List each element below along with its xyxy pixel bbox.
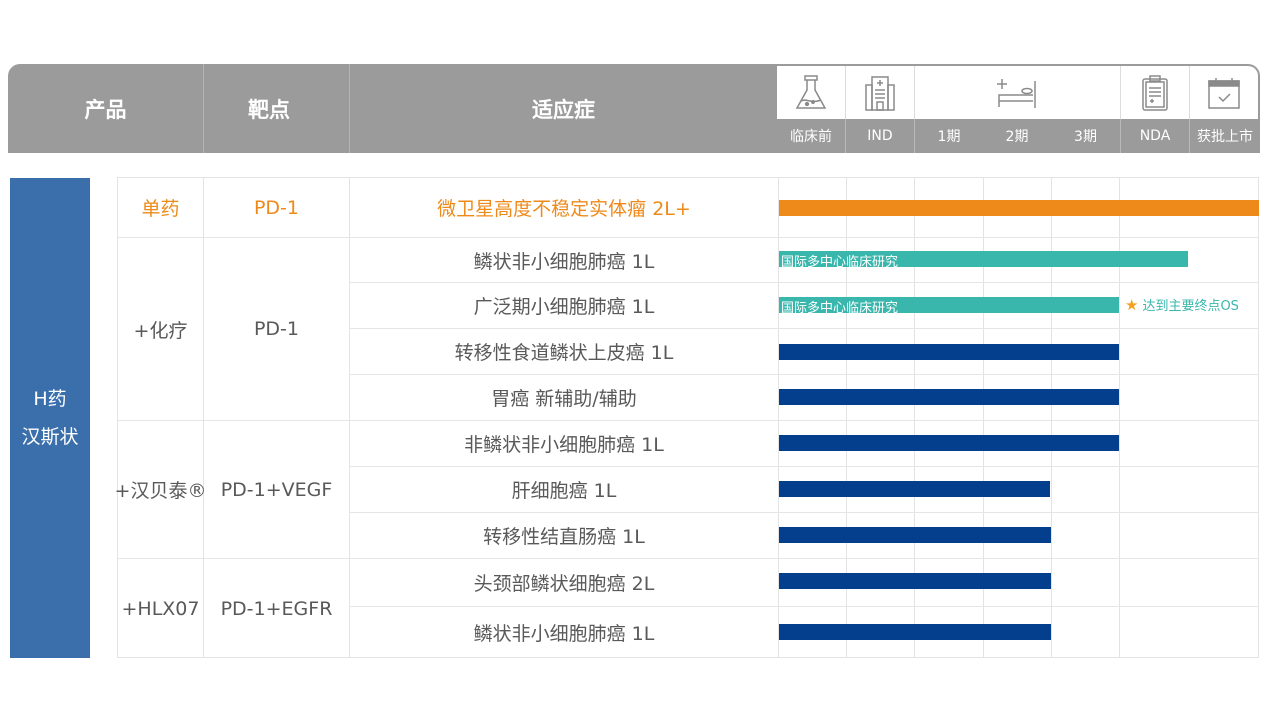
indication-cell: 转移性食道鳞状上皮癌 1L — [454, 342, 674, 364]
indication-cell: 头颈部鳞状细胞癌 2L — [473, 573, 655, 595]
progress-bar — [779, 200, 1259, 216]
pipeline-table: 单药 PD-1 +化疗 PD-1 +汉贝泰® PD-1+VEGF +HLX07 … — [114, 177, 1259, 658]
target-cell: PD-1 — [253, 196, 300, 219]
progress-bar — [779, 389, 1119, 405]
stage-icon-row — [777, 66, 1258, 119]
progress-bar — [779, 573, 1051, 589]
header-indication: 适应症 — [532, 97, 595, 122]
target-cell: PD-1 — [253, 318, 300, 340]
hospital-icon — [846, 66, 914, 119]
divider — [349, 64, 350, 153]
progress-bar — [779, 527, 1051, 543]
stage-label: 临床前 — [790, 129, 832, 145]
clipboard-icon — [1121, 66, 1189, 119]
stage-label: 3期 — [1074, 129, 1097, 145]
indication-cell: 鳞状非小细胞肺癌 1L — [473, 250, 655, 273]
stage-label: NDA — [1139, 128, 1171, 144]
indication-cell: 鳞状非小细胞肺癌 1L — [473, 623, 655, 645]
bed-icon — [915, 66, 1120, 119]
indication-cell: 转移性结直肠癌 1L — [483, 526, 645, 548]
progress-bar — [779, 624, 1051, 640]
progress-bar — [779, 344, 1119, 360]
progress-bar: 国际多中心临床研究 — [779, 251, 1188, 270]
stage-label-row: 临床前 IND 1期 2期 3期 NDA 获批上市 — [777, 119, 1260, 153]
regimen-cell: +HLX07 — [121, 597, 200, 620]
regimen-cell: +汉贝泰® — [114, 480, 207, 502]
table-header: 产品 靶点 适应症 — [8, 64, 1260, 153]
indication-cell: 微卫星高度不稳定实体瘤 2L+ — [437, 198, 691, 220]
progress-bar — [779, 481, 1050, 497]
progress-bar — [779, 435, 1119, 451]
milestone-note: ★ 达到主要终点OS — [1125, 295, 1239, 315]
header-product: 产品 — [84, 97, 127, 122]
progress-bar: 国际多中心临床研究 — [779, 297, 1119, 316]
indication-cell: 胃癌 新辅助/辅助 — [491, 388, 637, 410]
stage-label: 获批上市 — [1197, 129, 1253, 145]
indication-cell: 非鳞状非小细胞肺癌 1L — [464, 434, 664, 456]
indication-cell: 广泛期小细胞肺癌 1L — [473, 296, 655, 318]
stage-label: 2期 — [1005, 129, 1029, 145]
regimen-cell: +化疗 — [133, 319, 188, 342]
product-label: H药 汉斯状 — [10, 178, 90, 658]
product-name-line1: H药 — [33, 388, 67, 410]
product-name-line2: 汉斯状 — [21, 426, 79, 448]
divider — [203, 64, 204, 153]
flask-icon — [777, 66, 845, 119]
target-cell: PD-1+EGFR — [220, 597, 333, 620]
header-target: 靶点 — [248, 97, 290, 122]
star-icon: ★ — [1125, 295, 1139, 314]
stage-label: IND — [867, 128, 893, 144]
target-cell: PD-1+VEGF — [220, 478, 333, 501]
calendar-check-icon — [1190, 66, 1258, 119]
stage-label: 1期 — [937, 129, 961, 145]
regimen-cell: 单药 — [141, 198, 180, 220]
indication-cell: 肝细胞癌 1L — [511, 480, 617, 502]
